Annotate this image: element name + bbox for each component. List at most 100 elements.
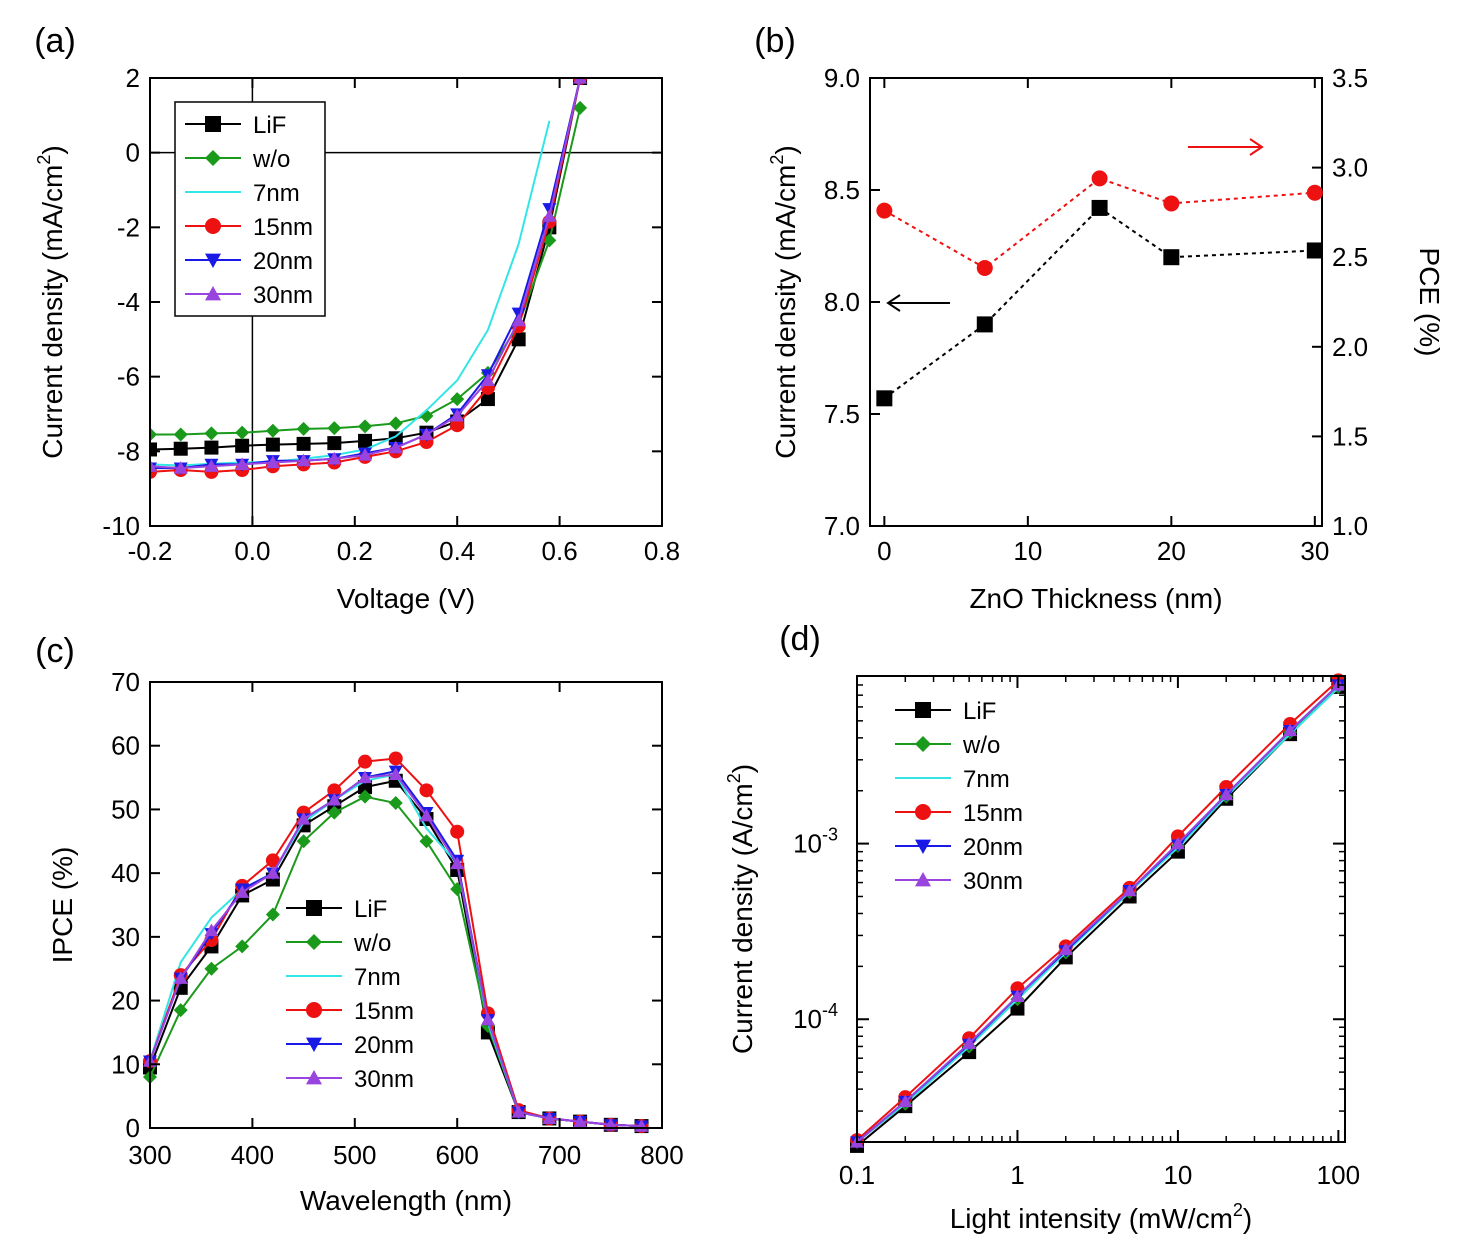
data-point-30nm — [1058, 942, 1073, 955]
legend-label-c: 15nm — [354, 998, 414, 1025]
data-point-LiF — [1010, 1001, 1025, 1016]
panel-c: (c) 300 400 500 600 700 800 0 10 20 30 40 50 60 70 Wave… — [35, 632, 684, 1216]
y-tick-label-c: 40 — [111, 858, 140, 888]
data-point-LiF — [265, 437, 280, 452]
x-tick-label-c: 600 — [436, 1140, 479, 1170]
data-point-w/o — [358, 789, 373, 804]
legend-marker-d — [915, 839, 931, 854]
data-point-w/o — [573, 100, 588, 115]
legend-label-d: 7nm — [963, 766, 1010, 793]
y2-tick-label-b: 1.0 — [1332, 511, 1368, 541]
data-point-w/o — [204, 961, 219, 976]
plot-frame-d — [856, 675, 1346, 1143]
data-point-LiF — [327, 436, 342, 451]
y2-tick-label-b: 2.0 — [1332, 332, 1368, 362]
data-point-30nm — [1283, 723, 1298, 737]
data-point-LiF — [511, 332, 526, 347]
data-point-30nm — [204, 923, 219, 937]
data-point-30nm — [480, 373, 495, 386]
legend-label-c: 7nm — [354, 964, 401, 991]
y-tick-label-a: -8 — [117, 436, 140, 466]
legend-marker-a — [205, 218, 221, 234]
y-tick-label-c: 30 — [111, 922, 140, 952]
data-point-7nm — [173, 955, 188, 970]
x-tick-label-a: 0.4 — [439, 536, 475, 566]
panel-d: (d) 0.1 1 10 100 LiF w/o 7nm 15nm 20nm 30nm — [779, 620, 1360, 1190]
y2-tick-label-b: 3.0 — [1332, 153, 1368, 183]
data-point-pce — [876, 202, 893, 219]
data-point-w/o — [419, 834, 434, 849]
x-tick-label-a: 0.6 — [542, 536, 578, 566]
x-tick-label-a: 0.8 — [644, 536, 680, 566]
data-point-15nm — [265, 853, 280, 868]
y-tick-label-c: 20 — [111, 986, 140, 1016]
data-point-30nm — [388, 440, 403, 454]
x-tick-label-d: 100 — [1317, 1160, 1360, 1190]
data-point-30nm — [450, 408, 465, 422]
legend-marker-d — [915, 770, 931, 786]
data-point-30nm — [358, 770, 373, 784]
x-axis-label-a: Voltage (V) — [337, 583, 476, 614]
y-axis-label-c: IPCE (%) — [47, 847, 78, 964]
panel-b: (b) 0 10 20 30 7.0 7.5 8.0 8.5 9.0 1.0 1.5 2.0 2.5 3.0… — [754, 22, 1445, 614]
data-point-15nm — [388, 751, 403, 766]
y-tick-label-a: -4 — [117, 287, 140, 317]
data-point-pce — [1163, 195, 1180, 212]
x-tick-label-a: -0.2 — [128, 536, 173, 566]
legend-marker-c — [306, 900, 322, 916]
data-point-30nm — [573, 78, 588, 84]
data-point-LiF — [358, 433, 373, 448]
series-group-a — [150, 78, 588, 479]
panel-label-b: (b) — [754, 22, 796, 60]
data-point-7nm — [542, 113, 557, 128]
panel-label-c: (c) — [35, 632, 75, 670]
data-point-30nm — [235, 457, 250, 470]
data-point-7nm — [204, 910, 219, 925]
y-tick-label-a: 2 — [126, 63, 140, 93]
data-point-30nm — [296, 811, 311, 825]
x-tick-label-c: 300 — [128, 1140, 171, 1170]
legend-marker-c — [306, 968, 322, 984]
data-point-7nm — [419, 821, 434, 836]
y2-axis-label-b: PCE (%) — [1414, 248, 1445, 357]
x-tick-label-b: 0 — [877, 536, 891, 566]
data-point-7nm — [419, 403, 434, 418]
data-point-w/o — [450, 392, 465, 407]
y-tick-label-a: -2 — [117, 212, 140, 242]
data-point-current — [876, 390, 893, 407]
legend-marker-a — [205, 184, 221, 200]
y-tick-label-b: 7.0 — [824, 511, 860, 541]
series-line-7nm — [856, 687, 1340, 1143]
y-axis-label-a: Current density (mA/cm2) — [34, 145, 68, 458]
y2-tick-label-b: 1.5 — [1332, 421, 1368, 451]
data-point-30nm — [173, 971, 188, 984]
y-tick-label-b: 7.5 — [824, 399, 860, 429]
panel-label-d: (d) — [779, 620, 821, 658]
data-point-w/o — [204, 426, 219, 441]
data-point-7nm — [450, 373, 465, 388]
data-point-LiF — [204, 440, 219, 455]
data-point-30nm — [327, 451, 342, 465]
data-point-30nm — [542, 1111, 557, 1125]
x-tick-label-b: 30 — [1300, 536, 1329, 566]
legend-marker-d — [915, 872, 931, 887]
data-point-LiF — [296, 436, 311, 451]
data-point-w/o — [358, 419, 373, 434]
series-line-30nm — [856, 684, 1340, 1143]
data-point-7nm — [511, 237, 526, 252]
panel-label-a: (a) — [34, 22, 76, 60]
data-point-LiF — [150, 442, 157, 457]
legend-label-d: w/o — [962, 732, 1000, 759]
legend-marker-d — [915, 702, 931, 718]
legend-label-c: 20nm — [354, 1032, 414, 1059]
legend-label-c: w/o — [353, 930, 391, 957]
legend-label-d: LiF — [963, 698, 996, 725]
data-point-30nm — [962, 1036, 977, 1049]
data-point-30nm — [235, 885, 250, 898]
y-axis-label-d: Current density (A/cm2) — [724, 764, 758, 1054]
y2-tick-label-b: 2.5 — [1332, 242, 1368, 272]
x-tick-label-a: 0.2 — [337, 536, 373, 566]
arrow-right-head-icon — [1249, 138, 1264, 156]
y-tick-label-c: 0 — [126, 1113, 140, 1143]
data-point-30nm — [265, 866, 280, 879]
